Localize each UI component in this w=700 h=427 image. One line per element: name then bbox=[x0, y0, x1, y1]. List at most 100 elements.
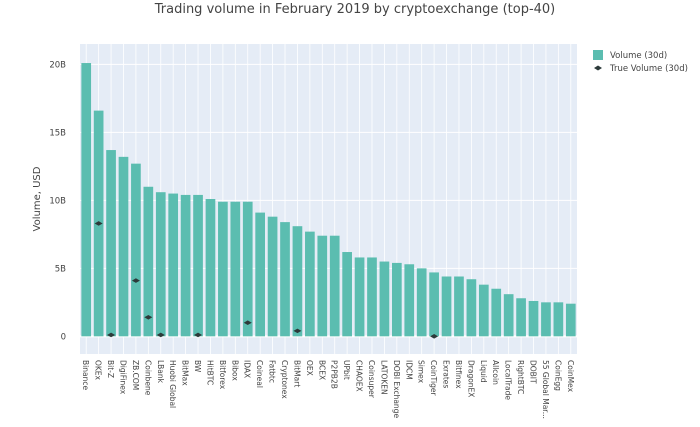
x-tick-label: Allcoin bbox=[491, 360, 500, 385]
bar[interactable] bbox=[242, 201, 253, 337]
bar[interactable] bbox=[354, 257, 365, 337]
x-tick-label: Bitforex bbox=[218, 360, 227, 390]
bar[interactable] bbox=[416, 268, 427, 337]
bar[interactable] bbox=[131, 163, 141, 337]
x-tick-label: DOBIT bbox=[529, 360, 538, 384]
x-tick-label: LBank bbox=[156, 360, 165, 384]
x-tick-label: CoinMex bbox=[566, 360, 575, 393]
true-volume-marker[interactable] bbox=[144, 314, 153, 320]
bar[interactable] bbox=[317, 235, 328, 337]
x-tick-label: DragonEX bbox=[466, 360, 475, 397]
x-tick-label: Binance bbox=[81, 360, 90, 390]
y-tick-label: 5B bbox=[55, 264, 66, 274]
x-tick-label: HitBTC bbox=[205, 360, 214, 385]
bar[interactable] bbox=[503, 294, 514, 337]
y-tick-label: 20B bbox=[49, 60, 66, 70]
bar[interactable] bbox=[329, 235, 340, 337]
true-volume-marker[interactable] bbox=[107, 332, 116, 338]
x-tick-label: Exrates bbox=[442, 360, 451, 388]
bar[interactable] bbox=[218, 201, 228, 337]
markers-layer bbox=[94, 221, 439, 339]
bar[interactable] bbox=[193, 194, 203, 337]
bar[interactable] bbox=[292, 226, 303, 337]
plot-background bbox=[80, 44, 577, 354]
y-tick-label: 0 bbox=[61, 332, 66, 342]
bar[interactable] bbox=[106, 150, 116, 337]
x-tick-label: BitMax bbox=[181, 360, 190, 386]
x-tick-label: Bitfinex bbox=[454, 360, 463, 389]
bar[interactable] bbox=[168, 193, 179, 337]
x-tick-label: ZB.COM bbox=[131, 360, 140, 390]
bar[interactable] bbox=[404, 264, 415, 337]
y-tick-label: 10B bbox=[49, 196, 66, 206]
x-tick-label: CHAOEX bbox=[355, 360, 364, 392]
x-tick-label: Coineal bbox=[255, 360, 264, 388]
bar[interactable] bbox=[230, 201, 241, 337]
bar[interactable] bbox=[155, 192, 166, 337]
legend-item-volume[interactable]: Volume (30d) bbox=[593, 50, 667, 61]
bar[interactable] bbox=[516, 298, 526, 337]
legend-swatch-volume bbox=[593, 50, 603, 60]
x-tick-label: Simex bbox=[417, 360, 426, 384]
legend-item-true-volume[interactable]: True Volume (30d) bbox=[594, 64, 688, 74]
bar[interactable] bbox=[391, 262, 402, 337]
true-volume-marker[interactable] bbox=[430, 334, 439, 339]
x-tick-label: BitMart bbox=[292, 360, 301, 387]
x-tick-label: DigiFinex bbox=[118, 360, 127, 395]
bar[interactable] bbox=[454, 276, 464, 337]
x-tick-label: Coinbene bbox=[143, 360, 152, 396]
bar[interactable] bbox=[305, 231, 315, 337]
bar[interactable] bbox=[441, 276, 452, 337]
bar[interactable] bbox=[565, 303, 576, 337]
true-volume-marker[interactable] bbox=[156, 332, 165, 338]
chart-title: Trading volume in February 2019 by crypt… bbox=[154, 2, 556, 17]
bar[interactable] bbox=[478, 284, 489, 337]
x-tick-label: Huobi Global bbox=[168, 360, 177, 408]
x-tick-label: UPbit bbox=[342, 360, 351, 380]
bar[interactable] bbox=[81, 63, 92, 337]
legend-label-volume: Volume (30d) bbox=[610, 51, 667, 61]
x-tick-label: BCEX bbox=[317, 360, 326, 380]
x-tick-label: IDAX bbox=[243, 360, 252, 378]
x-tick-label: Bibox bbox=[230, 360, 239, 381]
bar[interactable] bbox=[342, 252, 352, 337]
bar[interactable] bbox=[180, 194, 191, 337]
bar[interactable] bbox=[379, 261, 390, 337]
bar[interactable] bbox=[255, 212, 266, 337]
bar[interactable] bbox=[280, 222, 290, 337]
bar[interactable] bbox=[541, 302, 551, 337]
x-tick-label: BW bbox=[193, 360, 202, 373]
bar[interactable] bbox=[553, 302, 564, 337]
x-tick-label: CoinEgg bbox=[553, 360, 562, 391]
y-axis-title: Volume, USD bbox=[32, 166, 43, 231]
bar[interactable] bbox=[205, 199, 216, 337]
x-tick-label: OKEx bbox=[94, 360, 103, 381]
x-tick-label: Bit-Z bbox=[106, 360, 115, 378]
x-tick-label: LocalTrade bbox=[504, 360, 513, 400]
x-tick-label: Coinsuper bbox=[367, 360, 376, 399]
true-volume-marker[interactable] bbox=[194, 332, 203, 338]
legend-label-true-volume: True Volume (30d) bbox=[609, 64, 688, 74]
bar[interactable] bbox=[528, 300, 539, 337]
x-tick-label: LATOKEN bbox=[379, 360, 388, 395]
true-volume-marker[interactable] bbox=[293, 328, 302, 334]
legend-swatch-true-volume bbox=[594, 65, 602, 71]
x-tick-label: OEX bbox=[305, 360, 314, 376]
true-volume-marker[interactable] bbox=[94, 221, 103, 226]
bar[interactable] bbox=[118, 156, 129, 337]
y-tick-label: 15B bbox=[49, 128, 66, 138]
bar[interactable] bbox=[466, 279, 477, 337]
x-tick-label: RightBTC bbox=[516, 360, 525, 394]
bar[interactable] bbox=[491, 288, 502, 337]
x-tick-label: 55 Global Mar... bbox=[541, 360, 550, 419]
bar[interactable] bbox=[267, 216, 278, 337]
bar[interactable] bbox=[429, 272, 439, 337]
y-axis: 0 5B 10B 15B 20B bbox=[49, 60, 66, 342]
bar[interactable] bbox=[143, 186, 154, 337]
true-volume-marker[interactable] bbox=[243, 320, 252, 326]
x-tick-label: P2PB2B bbox=[330, 360, 339, 389]
true-volume-marker[interactable] bbox=[131, 278, 140, 283]
bar[interactable] bbox=[367, 257, 377, 337]
legend[interactable]: Volume (30d) True Volume (30d) bbox=[593, 50, 688, 74]
